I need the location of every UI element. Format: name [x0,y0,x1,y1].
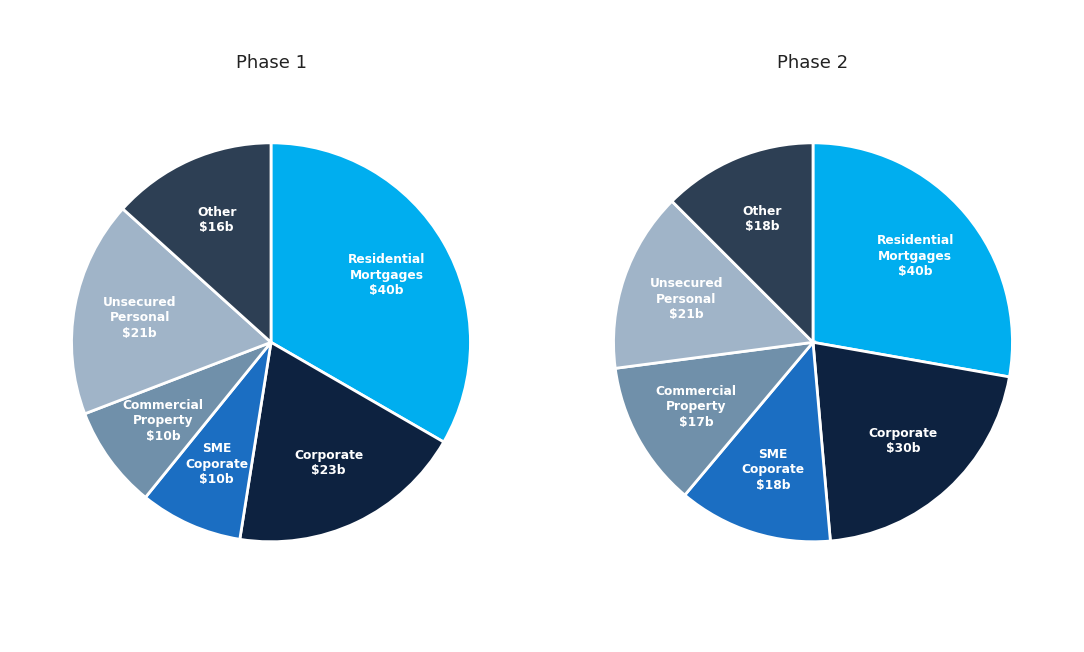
Title: Phase 2: Phase 2 [777,54,849,72]
Text: Residential
Mortgages
$40b: Residential Mortgages $40b [348,254,425,297]
Wedge shape [685,342,830,542]
Text: Residential
Mortgages
$40b: Residential Mortgages $40b [877,235,954,278]
Wedge shape [616,342,813,495]
Wedge shape [813,342,1009,541]
Wedge shape [672,143,813,342]
Text: SME
Coporate
$10b: SME Coporate $10b [185,443,248,486]
Text: Commercial
Property
$17b: Commercial Property $17b [656,385,736,428]
Wedge shape [614,201,813,368]
Wedge shape [85,342,271,497]
Wedge shape [271,143,470,442]
Text: Corporate
$30b: Corporate $30b [868,426,938,455]
Text: Other
$18b: Other $18b [743,205,782,233]
Text: Unsecured
Personal
$21b: Unsecured Personal $21b [103,296,177,340]
Text: SME
Coporate
$18b: SME Coporate $18b [741,448,804,492]
Text: Commercial
Property
$10b: Commercial Property $10b [122,399,204,443]
Text: Other
$16b: Other $16b [197,206,236,235]
Title: Phase 1: Phase 1 [235,54,307,72]
Wedge shape [72,209,271,414]
Wedge shape [122,143,271,342]
Wedge shape [240,342,443,542]
Wedge shape [813,143,1012,377]
Wedge shape [145,342,271,539]
Text: Unsecured
Personal
$21b: Unsecured Personal $21b [649,277,723,321]
Text: Corporate
$23b: Corporate $23b [294,449,363,477]
